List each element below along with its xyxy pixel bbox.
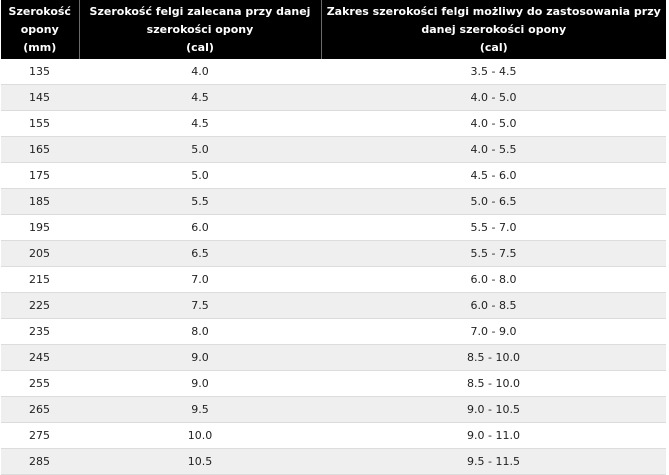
table-row: 245 9.0 8.5 - 10.0: [1, 344, 666, 371]
header-line: Szerokość: [8, 4, 71, 18]
table-row: 275 10.0 9.0 - 11.0: [1, 422, 666, 449]
cell-tire-width: 275: [1, 422, 79, 449]
header-line: (mm): [23, 40, 57, 54]
cell-rim-width-range: 6.0 - 8.0: [321, 266, 666, 293]
table-row: 185 5.5 5.0 - 6.5: [1, 188, 666, 215]
cell-rim-width-range: 4.5 - 6.0: [321, 162, 666, 189]
cell-recommended-rim-width: 9.0: [79, 344, 321, 371]
cell-recommended-rim-width: 10.5: [79, 448, 321, 475]
cell-tire-width: 245: [1, 344, 79, 371]
cell-recommended-rim-width: 9.5: [79, 396, 321, 423]
table-row: 165 5.0 4.0 - 5.5: [1, 136, 666, 163]
cell-rim-width-range: 8.5 - 10.0: [321, 370, 666, 397]
table-row: 235 8.0 7.0 - 9.0: [1, 318, 666, 345]
header-line: (cal): [186, 40, 214, 54]
header-line: Szerokość felgi zalecana przy danej: [89, 4, 311, 18]
cell-recommended-rim-width: 6.0: [79, 214, 321, 241]
table-row: 135 4.0 3.5 - 4.5: [1, 59, 666, 85]
cell-tire-width: 255: [1, 370, 79, 397]
table-row: 215 7.0 6.0 - 8.0: [1, 266, 666, 293]
header-tire-width: Szerokość opony (mm): [1, 0, 80, 59]
cell-rim-width-range: 6.0 - 8.5: [321, 292, 666, 319]
cell-recommended-rim-width: 7.0: [79, 266, 321, 293]
cell-tire-width: 235: [1, 318, 79, 345]
cell-rim-width-range: 5.5 - 7.5: [321, 240, 666, 267]
cell-rim-width-range: 9.0 - 11.0: [321, 422, 666, 449]
cell-rim-width-range: 9.5 - 11.5: [321, 448, 666, 475]
cell-tire-width: 175: [1, 162, 79, 189]
cell-rim-width-range: 4.0 - 5.0: [321, 84, 666, 111]
header-recommended-rim-width: Szerokość felgi zalecana przy danej szer…: [79, 0, 322, 59]
cell-rim-width-range: 8.5 - 10.0: [321, 344, 666, 371]
cell-rim-width-range: 4.0 - 5.0: [321, 110, 666, 137]
cell-recommended-rim-width: 5.0: [79, 136, 321, 163]
table-header: Szerokość opony (mm) Szerokość felgi zal…: [1, 0, 666, 59]
cell-tire-width: 215: [1, 266, 79, 293]
cell-recommended-rim-width: 8.0: [79, 318, 321, 345]
cell-tire-width: 165: [1, 136, 79, 163]
table-row: 195 6.0 5.5 - 7.0: [1, 214, 666, 241]
header-line: Zakres szerokości felgi możliwy do zasto…: [326, 4, 661, 18]
header-rim-width-range: Zakres szerokości felgi możliwy do zasto…: [321, 0, 666, 59]
cell-rim-width-range: 5.5 - 7.0: [321, 214, 666, 241]
table-row: 265 9.5 9.0 - 10.5: [1, 396, 666, 423]
cell-tire-width: 135: [1, 59, 79, 85]
header-line: opony: [20, 22, 59, 36]
cell-recommended-rim-width: 10.0: [79, 422, 321, 449]
cell-tire-width: 145: [1, 84, 79, 111]
cell-recommended-rim-width: 7.5: [79, 292, 321, 319]
header-line: szerokości opony: [146, 22, 254, 36]
header-line: danej szerokości opony: [421, 22, 567, 36]
header-line: (cal): [479, 40, 508, 54]
table-row: 175 5.0 4.5 - 6.0: [1, 162, 666, 189]
cell-tire-width: 285: [1, 448, 79, 475]
cell-rim-width-range: 4.0 - 5.5: [321, 136, 666, 163]
table-body: 135 4.0 3.5 - 4.5 145 4.5 4.0 - 5.0 155 4.5 4.0 …: [1, 59, 666, 475]
table-row: 155 4.5 4.0 - 5.0: [1, 110, 666, 137]
cell-tire-width: 195: [1, 214, 79, 241]
cell-rim-width-range: 9.0 - 10.5: [321, 396, 666, 423]
cell-rim-width-range: 3.5 - 4.5: [321, 59, 666, 85]
header-row: Szerokość opony (mm) Szerokość felgi zal…: [1, 0, 666, 59]
cell-tire-width: 185: [1, 188, 79, 215]
table-row: 255 9.0 8.5 - 10.0: [1, 370, 666, 397]
cell-recommended-rim-width: 9.0: [79, 370, 321, 397]
cell-recommended-rim-width: 4.5: [79, 84, 321, 111]
cell-recommended-rim-width: 4.5: [79, 110, 321, 137]
cell-rim-width-range: 7.0 - 9.0: [321, 318, 666, 345]
table-row: 205 6.5 5.5 - 7.5: [1, 240, 666, 267]
cell-recommended-rim-width: 4.0: [79, 59, 321, 85]
table-row: 285 10.5 9.5 - 11.5: [1, 448, 666, 475]
table-row: 225 7.5 6.0 - 8.5: [1, 292, 666, 319]
cell-tire-width: 225: [1, 292, 79, 319]
cell-recommended-rim-width: 6.5: [79, 240, 321, 267]
cell-tire-width: 265: [1, 396, 79, 423]
cell-recommended-rim-width: 5.0: [79, 162, 321, 189]
cell-tire-width: 155: [1, 110, 79, 137]
cell-rim-width-range: 5.0 - 6.5: [321, 188, 666, 215]
cell-tire-width: 205: [1, 240, 79, 267]
cell-recommended-rim-width: 5.5: [79, 188, 321, 215]
table-row: 145 4.5 4.0 - 5.0: [1, 84, 666, 111]
